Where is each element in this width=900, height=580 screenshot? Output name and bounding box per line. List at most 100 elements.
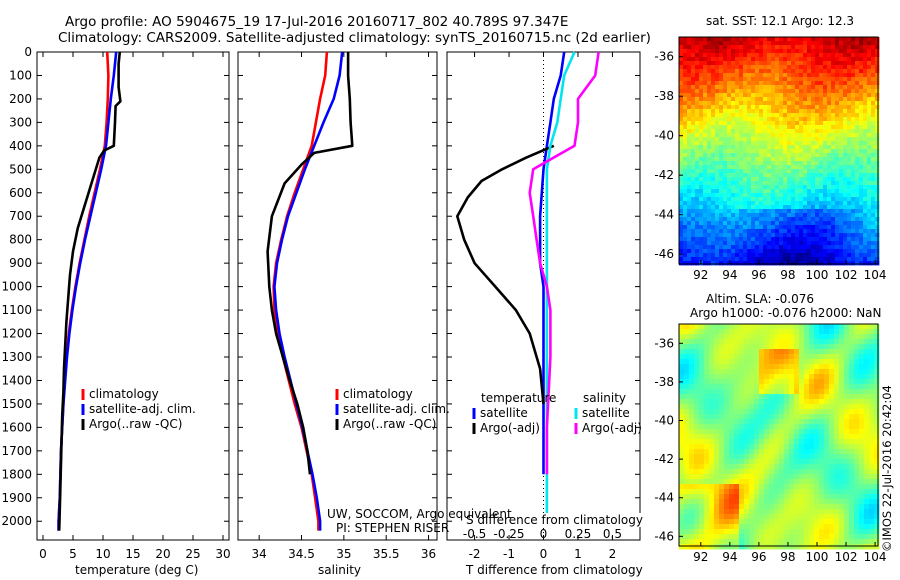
sst-map-cell — [811, 73, 816, 78]
sla-map-cell — [769, 414, 775, 420]
sla-map-cell — [749, 509, 755, 515]
sla-map-cell — [719, 404, 725, 410]
differences-xtick-label: -2 — [469, 547, 481, 561]
temperature-xtick-label: 10 — [95, 547, 110, 561]
sla-map-cell — [859, 474, 865, 480]
sla-map-cell — [754, 404, 760, 410]
sst-map-cell — [783, 53, 788, 58]
sst-map-cell — [855, 101, 860, 106]
sst-map-cell — [851, 173, 856, 178]
sla-map-cell — [694, 469, 700, 475]
sla-map-cell — [869, 504, 875, 510]
sst-map-cell — [823, 217, 828, 222]
sla-map-cell — [844, 384, 850, 390]
sst-map-cell — [703, 89, 708, 94]
sst-map-cell — [679, 241, 684, 246]
sst-map-cell — [767, 45, 772, 50]
sst-map-cell — [799, 145, 804, 150]
sst-map-cell — [795, 141, 800, 146]
sst-map-ytick-label: -44 — [654, 208, 674, 222]
sst-map-cell — [719, 129, 724, 134]
sla-map-cell — [864, 479, 870, 485]
sst-map-cell — [815, 81, 820, 86]
sst-map-cell — [679, 77, 684, 82]
sst-map-cell — [871, 89, 876, 94]
sst-map-cell — [751, 197, 756, 202]
sst-map-cell — [871, 37, 876, 42]
sst-map-cell — [859, 81, 864, 86]
sst-map-cell — [859, 209, 864, 214]
sla-map-cell — [834, 539, 840, 545]
sst-map-cell — [747, 221, 752, 226]
sla-map-cell — [689, 394, 695, 400]
sla-map-cell — [689, 444, 695, 450]
sst-map-cell — [811, 213, 816, 218]
sst-map-cell — [711, 81, 716, 86]
sst-map-cell — [859, 101, 864, 106]
sla-map-cell — [719, 364, 725, 370]
sla-map-cell — [854, 349, 860, 355]
sla-map-cell — [869, 444, 875, 450]
sla-map-cell — [844, 459, 850, 465]
sst-map-cell — [791, 165, 796, 170]
sst-map-cell — [723, 101, 728, 106]
sla-map-cell — [734, 464, 740, 470]
sla-map-cell — [724, 354, 730, 360]
sla-map-cell — [699, 334, 705, 340]
sst-map-cell — [819, 201, 824, 206]
salinity-xtick-label: 36 — [421, 547, 436, 561]
sst-map-cell — [779, 213, 784, 218]
sla-map-cell — [764, 369, 770, 375]
sla-map-cell — [844, 444, 850, 450]
sla-map-cell — [859, 544, 865, 550]
sla-map-cell — [859, 539, 865, 545]
sst-map-cell — [787, 237, 792, 242]
sst-map-cell — [827, 193, 832, 198]
sst-map-cell — [711, 93, 716, 98]
sla-map-cell — [869, 439, 875, 445]
sla-map-cell — [734, 474, 740, 480]
sla-map-cell — [854, 464, 860, 470]
sst-map-cell — [835, 229, 840, 234]
sst-map-cell — [807, 213, 812, 218]
sla-map-cell — [824, 334, 830, 340]
sla-map-cell — [719, 409, 725, 415]
sla-map-cell — [754, 454, 760, 460]
sst-map-cell — [783, 193, 788, 198]
sst-map-cell — [815, 49, 820, 54]
sst-map-cell — [795, 173, 800, 178]
sst-map-cell — [763, 205, 768, 210]
sst-map-cell — [743, 129, 748, 134]
sst-map-cell — [739, 257, 744, 262]
sla-map-cell — [849, 514, 855, 520]
sst-map-cell — [715, 229, 720, 234]
sst-map-cell — [855, 45, 860, 50]
sst-map-cell — [763, 141, 768, 146]
sst-map-cell — [867, 209, 872, 214]
sst-map-cell — [755, 69, 760, 74]
sst-map-cell — [755, 253, 760, 258]
sla-map-cell — [864, 394, 870, 400]
sla-map-cell — [684, 454, 690, 460]
sst-map-cell — [871, 45, 876, 50]
sla-map-cell — [794, 439, 800, 445]
sla-map-cell — [834, 479, 840, 485]
sla-map-cell — [854, 354, 860, 360]
sst-map-cell — [767, 37, 772, 42]
sst-map-cell — [803, 193, 808, 198]
sst-map-cell — [795, 185, 800, 190]
sst-map-cell — [747, 161, 752, 166]
sst-map-cell — [695, 65, 700, 70]
sla-map-cell — [874, 404, 880, 410]
sla-map-cell — [744, 419, 750, 425]
sst-map-cell — [747, 61, 752, 66]
sst-map-cell — [823, 253, 828, 258]
sst-map-cell — [695, 77, 700, 82]
sla-map-cell — [684, 429, 690, 435]
sst-map-cell — [799, 121, 804, 126]
sla-map-cell — [739, 384, 745, 390]
sst-map-cell — [739, 73, 744, 78]
sla-map-cell — [814, 454, 820, 460]
sst-map-cell — [867, 133, 872, 138]
sst-map-cell — [743, 177, 748, 182]
